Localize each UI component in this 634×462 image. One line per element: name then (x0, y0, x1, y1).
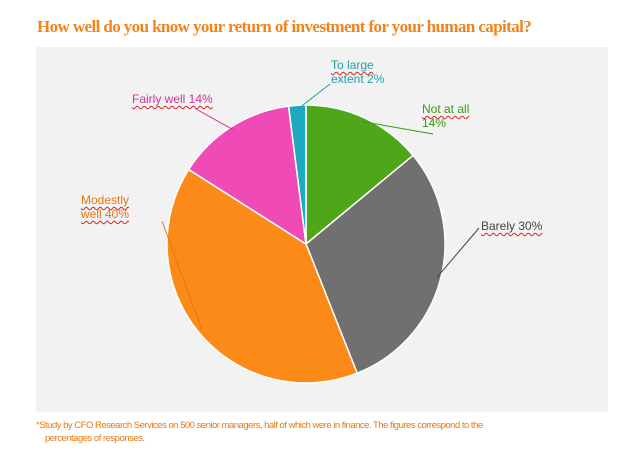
slice-label-fairly-well: Fairly well 14% (132, 92, 213, 106)
leader-line-barely (436, 227, 480, 278)
slice-label-not-at-all: Not at all 14% (422, 102, 470, 130)
pie-slice-modestly-well (166, 168, 359, 384)
leader-line-fairly-well (195, 108, 234, 131)
pie-slice-fairly-well (187, 105, 307, 246)
pie-slice-to-large-extent (287, 104, 307, 245)
chart-title: How well do you know your return of inve… (37, 17, 532, 36)
slice-label-modestly-well: Modestly well 40% (81, 193, 130, 221)
slice-label-to-large-extent: To large extent 2% (331, 58, 385, 86)
footnote: *Study by CFO Research Services on 500 s… (36, 419, 608, 445)
pie-slice-barely (305, 154, 446, 375)
leader-line-not-at-all (363, 121, 434, 135)
footnote-line-2: percentages of responses. (45, 433, 145, 444)
leader-line-to-large-extent (297, 83, 331, 110)
leader-line-modestly-well (161, 220, 203, 331)
footnote-line-1: *Study by CFO Research Services on 500 s… (36, 420, 483, 431)
slice-label-barely: Barely 30% (481, 219, 543, 233)
pie-slice-not-at-all (305, 104, 415, 246)
